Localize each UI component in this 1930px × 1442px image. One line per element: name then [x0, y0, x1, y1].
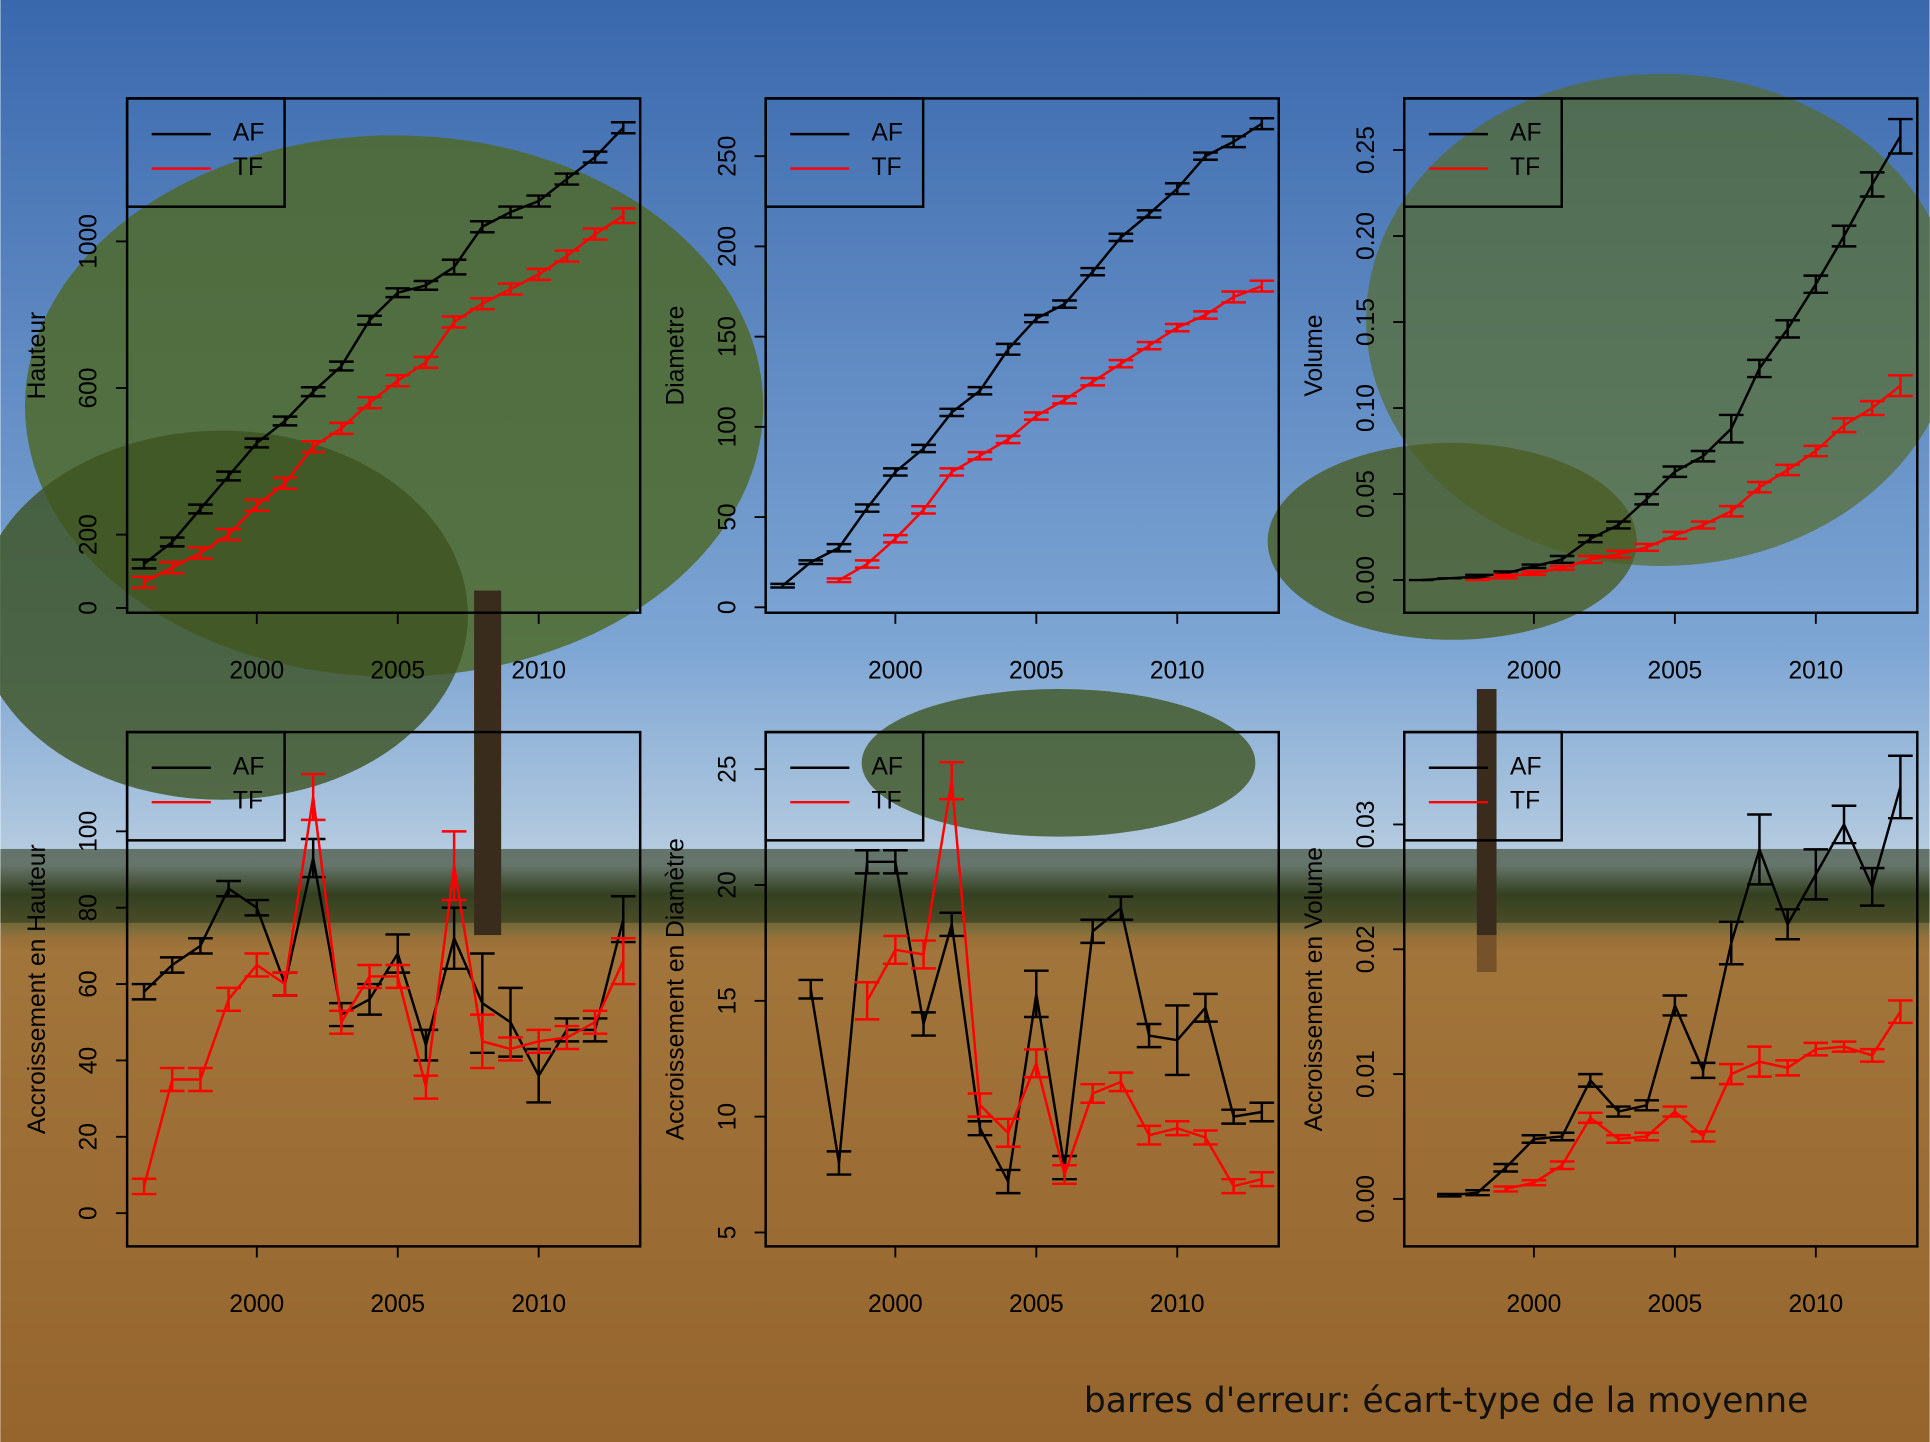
y-axis-label: Hauteur: [24, 312, 51, 400]
legend-label: AF: [233, 120, 264, 147]
y-tick-label: 5: [714, 1226, 741, 1240]
x-tick-label: 2010: [1150, 1291, 1205, 1318]
y-tick-label: 100: [76, 811, 103, 852]
x-tick-label: 2010: [511, 657, 566, 684]
y-axis-label: Accroissement en Volume: [1301, 847, 1328, 1131]
y-tick-label: 0.03: [1353, 801, 1380, 849]
x-tick-label: 2010: [1788, 657, 1843, 684]
y-tick-label: 150: [714, 316, 741, 357]
x-tick-label: 2000: [1507, 657, 1562, 684]
x-tick-label: 2000: [868, 657, 923, 684]
x-tick-label: 2005: [370, 1291, 425, 1318]
y-tick-label: 0.01: [1353, 1050, 1380, 1098]
y-tick-label: 25: [714, 755, 741, 782]
x-tick-label: 2005: [1648, 1291, 1703, 1318]
y-tick-label: 0.20: [1353, 212, 1380, 260]
x-tick-label: 2000: [229, 657, 284, 684]
legend-label: TF: [871, 154, 901, 181]
y-tick-label: 10: [714, 1103, 741, 1130]
x-tick-label: 2010: [1150, 657, 1205, 684]
x-tick-label: 2010: [1788, 1291, 1843, 1318]
y-tick-label: 50: [714, 503, 741, 530]
x-tick-label: 2005: [1009, 657, 1064, 684]
chart-figure: barres d'erreur: écart-type de la moyenn…: [0, 0, 1930, 1442]
y-tick-label: 20: [76, 1123, 103, 1150]
y-tick-label: 15: [714, 987, 741, 1014]
y-tick-label: 200: [714, 226, 741, 267]
page: barres d'erreur: écart-type de la moyenn…: [0, 0, 1930, 1442]
y-tick-label: 0.00: [1353, 1175, 1380, 1223]
y-axis-label: Accroissement en Hauteur: [24, 844, 51, 1134]
y-tick-label: 80: [76, 894, 103, 921]
y-axis-label: Volume: [1301, 315, 1328, 397]
y-tick-label: 60: [76, 970, 103, 997]
y-tick-label: 0: [76, 601, 103, 615]
y-tick-label: 250: [714, 136, 741, 177]
legend-label: TF: [1510, 154, 1540, 181]
legend-label: AF: [871, 753, 902, 780]
y-tick-label: 0: [714, 600, 741, 614]
legend-label: AF: [233, 753, 264, 780]
x-tick-label: 2010: [511, 1291, 566, 1318]
y-tick-label: 20: [714, 871, 741, 898]
y-tick-label: 100: [714, 406, 741, 447]
y-axis-label: Diametre: [663, 306, 690, 406]
footnote: barres d'erreur: écart-type de la moyenn…: [1084, 1381, 1808, 1421]
legend-label: AF: [1510, 753, 1541, 780]
y-tick-label: 0.25: [1353, 126, 1380, 174]
x-tick-label: 2005: [1648, 657, 1703, 684]
x-tick-label: 2005: [370, 657, 425, 684]
y-tick-label: 0.02: [1353, 925, 1380, 973]
legend-label: AF: [1510, 120, 1541, 147]
y-tick-label: 0.05: [1353, 470, 1380, 518]
legend-label: TF: [233, 154, 263, 181]
background-photo: [0, 0, 1930, 1442]
legend-label: AF: [871, 120, 902, 147]
y-tick-label: 600: [76, 367, 103, 408]
y-axis-label: Accroissement en Diamètre: [663, 838, 690, 1140]
y-tick-label: 200: [76, 514, 103, 555]
y-tick-label: 1000: [76, 214, 103, 269]
y-tick-label: 0: [76, 1206, 103, 1220]
x-tick-label: 2000: [1507, 1291, 1562, 1318]
y-tick-label: 0.10: [1353, 384, 1380, 432]
legend-label: TF: [871, 788, 901, 815]
x-tick-label: 2005: [1009, 1291, 1064, 1318]
x-tick-label: 2000: [868, 1291, 923, 1318]
y-tick-label: 0.15: [1353, 298, 1380, 346]
x-tick-label: 2000: [229, 1291, 284, 1318]
legend-label: TF: [233, 788, 263, 815]
y-tick-label: 40: [76, 1047, 103, 1074]
y-tick-label: 0.00: [1353, 556, 1380, 604]
legend-label: TF: [1510, 788, 1540, 815]
